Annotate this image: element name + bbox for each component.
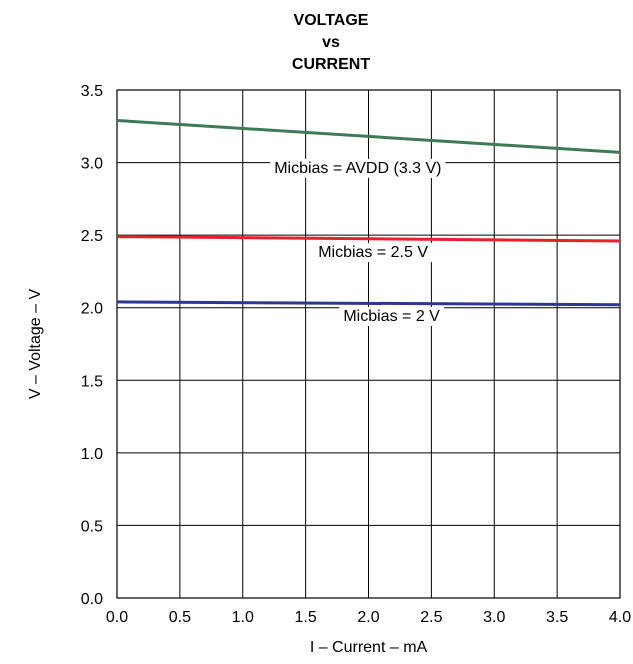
chart-title-line: CURRENT <box>292 56 370 73</box>
y-tick-label: 1.0 <box>81 446 103 463</box>
annotation-background <box>339 306 445 326</box>
x-tick-label: 2.5 <box>420 609 442 626</box>
series-annotation: Micbias = AVDD (3.3 V) <box>274 160 441 177</box>
series-line <box>116 118 621 154</box>
y-tick-label: 2.5 <box>81 228 103 245</box>
x-tick-label: 4.0 <box>609 609 631 626</box>
x-tick-label: 2.0 <box>357 609 379 626</box>
chart-title-line: VOLTAGE <box>294 12 369 29</box>
y-tick-label: 0.5 <box>81 518 103 535</box>
series-line <box>116 235 621 243</box>
x-tick-label: 3.0 <box>483 609 505 626</box>
x-tick-label: 1.5 <box>295 609 317 626</box>
chart-title-line: vs <box>322 34 340 51</box>
y-tick-label: 3.5 <box>81 83 103 100</box>
annotation-background <box>270 158 446 178</box>
series-annotation: Micbias = 2 V <box>343 308 440 325</box>
y-tick-label: 1.5 <box>81 373 103 390</box>
x-tick-label: 0.5 <box>169 609 191 626</box>
x-tick-label: 1.0 <box>232 609 254 626</box>
x-tick-label: 0.0 <box>106 609 128 626</box>
y-axis-label: V – Voltage – V <box>27 289 44 400</box>
annotation-background <box>314 243 433 263</box>
series-line <box>116 300 621 307</box>
y-tick-label: 3.0 <box>81 156 103 173</box>
x-tick-label: 3.5 <box>546 609 568 626</box>
x-axis-label: I – Current – mA <box>310 639 428 656</box>
y-tick-label: 0.0 <box>81 591 103 608</box>
series-annotation: Micbias = 2.5 V <box>318 244 428 261</box>
plot-frame <box>116 89 621 599</box>
y-tick-label: 2.0 <box>81 301 103 318</box>
